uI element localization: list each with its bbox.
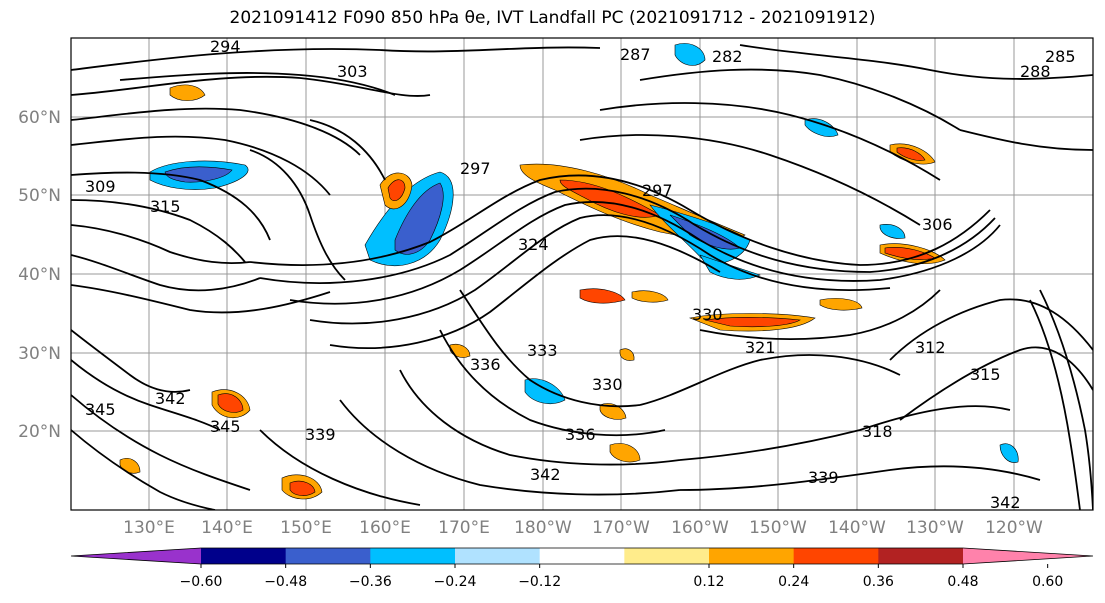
- colorbar-tick-label: 0.48: [947, 574, 978, 590]
- lon-label: 180°W: [514, 518, 572, 538]
- svg-text:315: 315: [970, 365, 1001, 384]
- map-title: 2021091412 F090 850 hPa θe, IVT Landfall…: [229, 8, 876, 28]
- svg-text:333: 333: [527, 341, 558, 360]
- lon-label: 150°E: [280, 518, 332, 538]
- svg-text:312: 312: [915, 338, 946, 357]
- svg-text:306: 306: [922, 215, 953, 234]
- svg-text:336: 336: [565, 425, 596, 444]
- theta-e-contours: [71, 44, 1093, 510]
- lon-label: 130°E: [123, 518, 175, 538]
- contour-labels: 294 303 309 315 297 297 306 324 330 321 …: [85, 37, 1076, 512]
- lon-label: 160°E: [359, 518, 411, 538]
- latitude-axis: 60°N 50°N 40°N 30°N 20°N: [18, 108, 61, 442]
- lon-label: 150°W: [749, 518, 807, 538]
- lon-label: 120°W: [985, 518, 1043, 538]
- lat-label: 40°N: [18, 265, 61, 285]
- svg-text:336: 336: [470, 355, 501, 374]
- colorbar-segment: [455, 548, 541, 564]
- colorbar-segment: [878, 548, 964, 564]
- svg-text:288: 288: [1020, 62, 1051, 81]
- colorbar-segment: [370, 548, 456, 564]
- lat-label: 60°N: [18, 108, 61, 128]
- colorbar-tick-label: −0.48: [264, 574, 307, 590]
- gridlines: [71, 38, 1093, 510]
- svg-text:330: 330: [592, 375, 623, 394]
- colorbar-tick-label: 0.60: [1032, 574, 1063, 590]
- svg-text:294: 294: [210, 37, 241, 56]
- svg-text:324: 324: [518, 235, 549, 254]
- colorbar-tick-label: 0.24: [778, 574, 809, 590]
- colorbar-segment: [285, 548, 371, 564]
- svg-text:285: 285: [1045, 47, 1076, 66]
- colorbar-segment: [709, 548, 795, 564]
- map-frame: [70, 37, 1094, 511]
- colorbar-tick-label: 0.36: [863, 574, 894, 590]
- colorbar-tick-label: −0.12: [518, 574, 561, 590]
- svg-text:315: 315: [150, 197, 181, 216]
- colorbar-segment: [793, 548, 879, 564]
- colorbar-tick-label: 0.12: [693, 574, 724, 590]
- longitude-axis: 130°E 140°E 150°E 160°E 170°E 180°W 170°…: [123, 518, 1043, 538]
- svg-text:287: 287: [620, 45, 651, 64]
- svg-text:318: 318: [862, 422, 893, 441]
- svg-text:339: 339: [808, 468, 839, 487]
- colorbar-segment: [201, 548, 287, 564]
- colorbar-segment: [624, 548, 710, 564]
- svg-text:321: 321: [745, 338, 776, 357]
- svg-text:303: 303: [337, 62, 368, 81]
- colorbar-extend-high: [963, 548, 1093, 564]
- svg-text:345: 345: [210, 417, 241, 436]
- colorbar-segment: [539, 548, 625, 564]
- lon-label: 140°E: [201, 518, 253, 538]
- svg-text:342: 342: [990, 493, 1021, 512]
- lon-label: 170°E: [438, 518, 490, 538]
- svg-text:297: 297: [642, 181, 673, 200]
- svg-text:282: 282: [712, 47, 743, 66]
- svg-text:345: 345: [85, 400, 116, 419]
- lat-label: 20°N: [18, 422, 61, 442]
- colorbar-tick-label: −0.24: [434, 574, 477, 590]
- colorbar-tick-label: −0.60: [180, 574, 223, 590]
- svg-text:330: 330: [692, 305, 723, 324]
- lon-label: 160°W: [671, 518, 729, 538]
- svg-text:297: 297: [460, 159, 491, 178]
- lon-label: 140°W: [828, 518, 886, 538]
- svg-text:342: 342: [155, 389, 186, 408]
- colorbar-tick-label: −0.36: [349, 574, 392, 590]
- svg-text:339: 339: [305, 425, 336, 444]
- svg-text:342: 342: [530, 465, 561, 484]
- colorbar-extend-low: [71, 548, 201, 564]
- lat-label: 50°N: [18, 186, 61, 206]
- lat-label: 30°N: [18, 344, 61, 364]
- lon-label: 130°W: [906, 518, 964, 538]
- lon-label: 170°W: [592, 518, 650, 538]
- svg-text:309: 309: [85, 177, 116, 196]
- colorbar: −0.60 −0.48 −0.36 −0.24 −0.12 0.12 0.24 0.36 0.4…: [70, 547, 1094, 590]
